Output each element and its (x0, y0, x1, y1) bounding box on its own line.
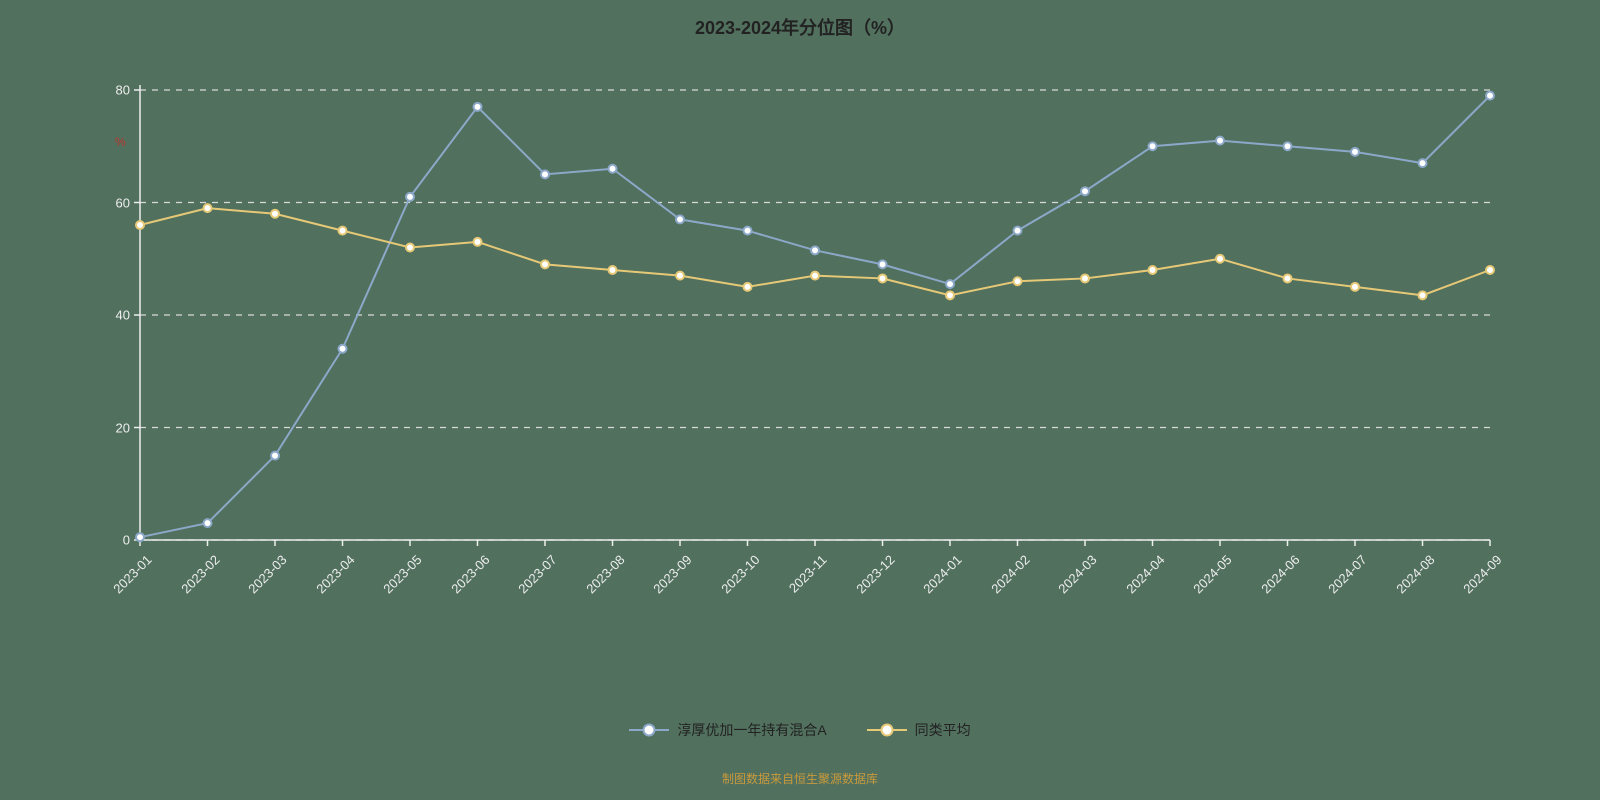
legend-label: 淳厚优加一年持有混合A (677, 720, 826, 740)
legend-item: 淳厚优加一年持有混合A (629, 720, 826, 740)
chart-svg (0, 0, 1600, 800)
y-tick: 60 (100, 195, 130, 210)
y-tick: 0 (100, 533, 130, 548)
source-text: 制图数据来自恒生聚源数据库 (0, 770, 1600, 787)
y-tick: 20 (100, 420, 130, 435)
legend-item: 同类平均 (867, 720, 971, 740)
legend-swatch (867, 729, 907, 731)
legend: 淳厚优加一年持有混合A 同类平均 (0, 720, 1600, 740)
y-tick: 80 (100, 83, 130, 98)
legend-swatch (629, 729, 669, 731)
chart-container: 2023-2024年分位图（%） % 2023-012023-022023-03… (0, 0, 1600, 800)
y-tick: 40 (100, 308, 130, 323)
legend-label: 同类平均 (915, 720, 971, 740)
